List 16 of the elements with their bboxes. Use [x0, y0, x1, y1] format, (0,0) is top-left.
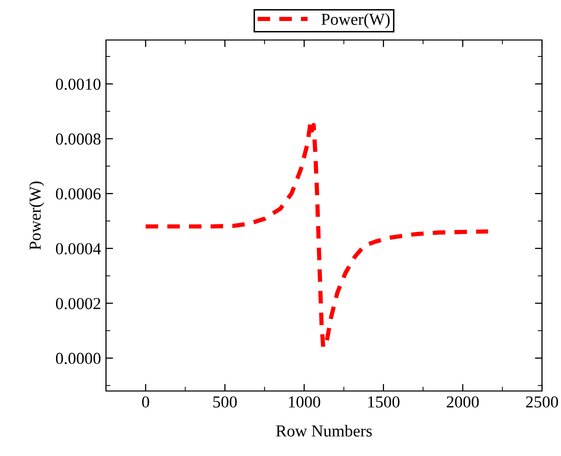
line-series: [144, 120, 490, 350]
y-tick-label: 0.0002: [56, 298, 100, 310]
y-tick-label: 0.0008: [56, 133, 101, 145]
x-tick-label: 2000: [446, 396, 479, 408]
y-axis-title: Power(W): [29, 182, 44, 250]
x-tick-label: 1000: [288, 396, 320, 408]
x-tick-label: 2500: [526, 396, 558, 408]
legend-label: Power(W): [321, 13, 390, 28]
y-tick-label: 0.0000: [56, 352, 101, 364]
y-tick-label: 0.0010: [56, 78, 101, 90]
y-tick-label: 0.0004: [56, 243, 101, 254]
y-tick-label: 0.0006: [56, 188, 101, 200]
x-tick-label: 0: [142, 396, 150, 408]
x-tick-label: 500: [213, 396, 237, 408]
x-tick-label: 1500: [368, 396, 400, 408]
x-axis-title: Row Numbers: [276, 424, 372, 437]
